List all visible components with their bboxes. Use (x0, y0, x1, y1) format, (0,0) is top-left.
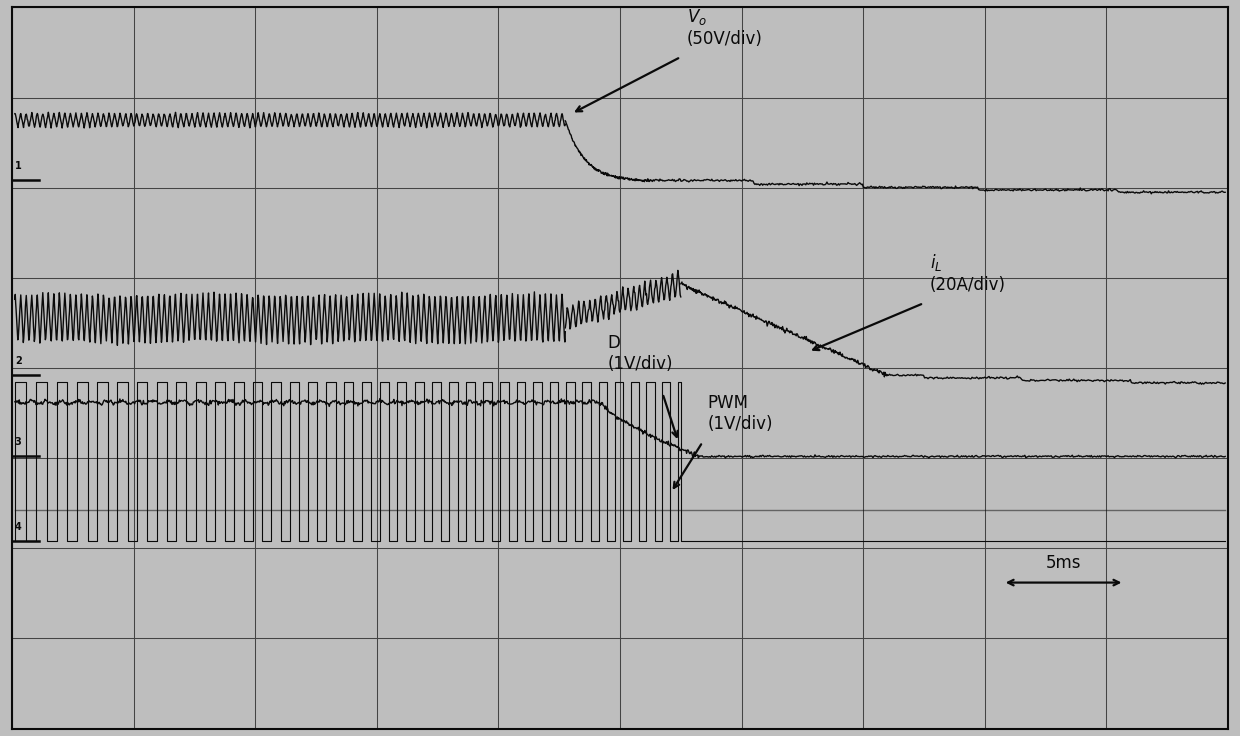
Text: $V_o$
(50V/div): $V_o$ (50V/div) (687, 7, 763, 48)
Text: 2: 2 (15, 356, 21, 367)
Text: $i_L$
(20A/div): $i_L$ (20A/div) (930, 252, 1006, 294)
Text: D
(1V/div): D (1V/div) (608, 333, 673, 372)
Text: 4: 4 (15, 522, 21, 532)
Text: 1: 1 (15, 161, 21, 171)
Text: PWM
(1V/div): PWM (1V/div) (708, 394, 773, 433)
Text: 5ms: 5ms (1045, 553, 1081, 572)
Text: 3: 3 (15, 437, 21, 447)
